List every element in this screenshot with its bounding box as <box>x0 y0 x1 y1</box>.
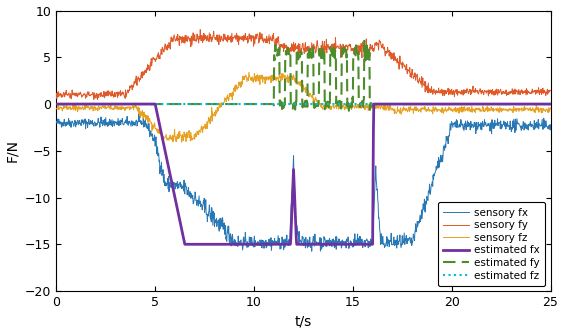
sensory fx <box>395 243 402 247</box>
sensory fz <box>310 101 317 105</box>
estimated fy <box>395 102 402 106</box>
estimated fz <box>309 102 316 106</box>
sensory fy <box>547 88 554 92</box>
estimated fz <box>60 102 67 106</box>
estimated fx <box>60 102 67 106</box>
estimated fy <box>346 109 352 113</box>
sensory fy <box>395 60 402 64</box>
sensory fx <box>310 234 317 238</box>
sensory fy <box>310 47 317 51</box>
sensory fy <box>249 35 256 39</box>
estimated fz <box>523 102 530 106</box>
estimated fy <box>248 102 255 106</box>
Line: sensory fy: sensory fy <box>56 30 550 100</box>
estimated fz <box>53 102 60 106</box>
estimated fz <box>248 102 255 106</box>
sensory fy <box>351 46 358 50</box>
estimated fx <box>53 102 60 106</box>
estimated fy <box>60 102 67 106</box>
Legend: sensory fx, sensory fy, sensory fz, estimated fx, estimated fy, estimated fz: sensory fx, sensory fy, sensory fz, esti… <box>438 202 545 286</box>
sensory fx <box>351 232 358 236</box>
estimated fx <box>547 102 554 106</box>
sensory fy <box>94 98 101 102</box>
estimated fy <box>547 102 554 106</box>
Line: sensory fx: sensory fx <box>56 114 550 251</box>
sensory fz <box>351 106 358 110</box>
Line: estimated fy: estimated fy <box>56 41 550 111</box>
sensory fx <box>547 123 554 127</box>
sensory fz <box>547 106 554 110</box>
sensory fz <box>245 70 252 74</box>
estimated fx <box>182 242 188 246</box>
estimated fz <box>547 102 554 106</box>
estimated fy <box>309 49 316 53</box>
estimated fx <box>394 102 401 106</box>
Y-axis label: F/N: F/N <box>6 139 20 162</box>
sensory fz <box>249 75 256 79</box>
sensory fz <box>60 107 67 111</box>
Line: estimated fx: estimated fx <box>56 104 550 244</box>
sensory fz <box>178 140 185 144</box>
estimated fx <box>249 242 255 246</box>
sensory fx <box>309 249 315 253</box>
sensory fy <box>53 91 60 95</box>
sensory fx <box>524 127 531 131</box>
sensory fy <box>197 28 204 32</box>
sensory fx <box>60 120 67 124</box>
estimated fy <box>524 102 531 106</box>
sensory fy <box>524 92 531 96</box>
estimated fx <box>351 242 358 246</box>
estimated fz <box>394 102 400 106</box>
Line: sensory fz: sensory fz <box>56 72 550 142</box>
estimated fy <box>361 39 368 43</box>
sensory fx <box>249 239 255 243</box>
sensory fz <box>53 106 60 110</box>
sensory fx <box>135 112 142 116</box>
estimated fy <box>53 102 60 106</box>
estimated fx <box>523 102 530 106</box>
estimated fz <box>351 102 358 106</box>
sensory fy <box>60 94 67 98</box>
sensory fz <box>395 110 402 114</box>
sensory fz <box>524 106 531 110</box>
estimated fy <box>351 51 358 55</box>
estimated fx <box>310 242 316 246</box>
X-axis label: t/s: t/s <box>295 314 312 328</box>
sensory fx <box>53 120 60 124</box>
